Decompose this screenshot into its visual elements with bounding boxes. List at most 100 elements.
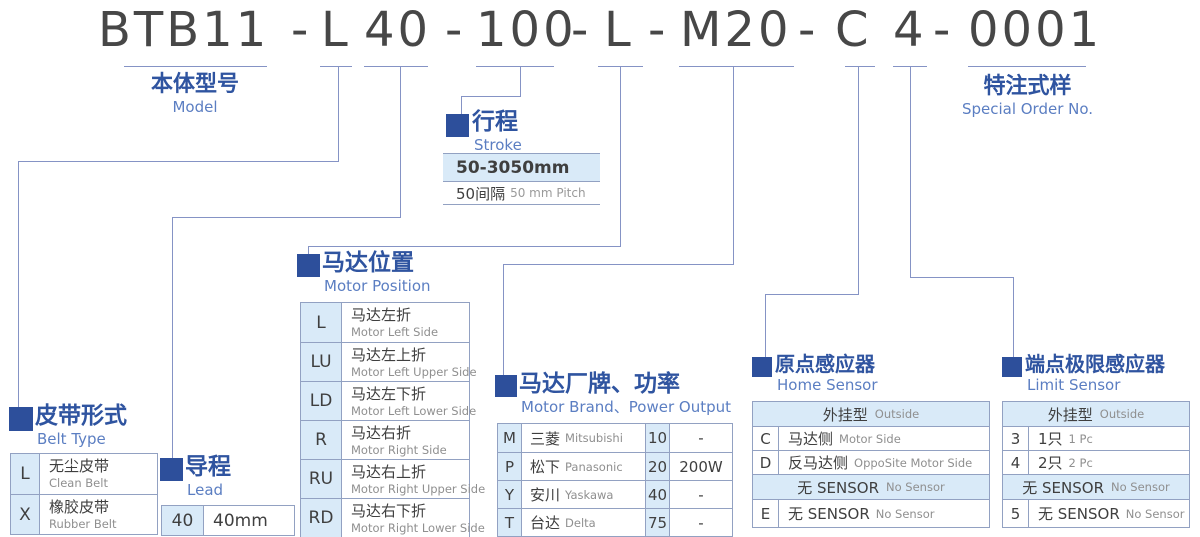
motor-position-table: L 马达左折 Motor Left Side LU 马达左上折 Motor Le… (300, 302, 485, 537)
stroke-bullet-square (446, 114, 469, 137)
row-desc: 马达左下折 Motor Left Lower Side (342, 382, 476, 420)
motor-brand-table: M 三菱 Mitsubishi 10 - P 松下 Panasonic 20 2… (497, 423, 733, 537)
stroke-section-title: 行程 Stroke (472, 109, 522, 155)
model-label-en: Model (172, 98, 218, 116)
row-code: C (753, 427, 779, 450)
row-desc-en: Motor Left Lower Side (351, 404, 477, 418)
table-group-header: 无 SENSOR No Sensor (1003, 474, 1189, 499)
row-desc-zh: 2只 (1038, 454, 1063, 472)
table-row: 5 无 SENSOR No Sensor (1003, 499, 1189, 527)
connector-motor-brand (503, 67, 734, 375)
table-row: Y 安川 Yaskawa 40 - (498, 480, 732, 508)
row-desc: 马达右上折 Motor Right Upper Side (342, 460, 485, 498)
home-sensor-table: 外挂型 Outside C 马达侧 Motor Side D 反马达侧 Oppo… (752, 401, 990, 528)
model-segment: 0001 (968, 2, 1103, 58)
home-sensor-bullet-square (752, 357, 772, 377)
row-desc-en: Motor Left Side (351, 325, 439, 339)
row-code: E (753, 500, 779, 527)
motor-brand-title-zh: 马达厂牌、功率 (519, 371, 680, 397)
row-code: RU (301, 460, 342, 498)
model-segment: - (291, 2, 312, 58)
row-watt: - (698, 429, 704, 447)
motor-position-bullet-square (297, 254, 320, 277)
model-segment: - (798, 2, 819, 58)
row-desc: 橡胶皮带 Rubber Belt (40, 495, 157, 534)
row-desc-en: 2 Pc (1068, 455, 1093, 470)
row-desc-en: Motor Right Side (351, 443, 447, 457)
model-segment: 40 (364, 2, 432, 58)
stroke-pitch-row: 50间隔 50 mm Pitch (443, 181, 600, 204)
motor-position-title-zh: 马达位置 (322, 250, 414, 276)
table-row: 40 40mm (162, 506, 294, 535)
model-segment: - (648, 2, 669, 58)
row-desc: 无 SENSOR No Sensor (1029, 500, 1189, 527)
row-brand: 三菱 Mitsubishi (522, 424, 646, 452)
motor-position-section-title: 马达位置 Motor Position (322, 250, 431, 296)
row-code: D (753, 451, 779, 474)
table-row: P 松下 Panasonic 20 200W (498, 452, 732, 480)
row-desc-zh: 马达左下折 (351, 385, 427, 403)
row-desc-en: Rubber Belt (49, 517, 117, 531)
model-segment: 100 (476, 2, 577, 58)
row-desc-zh: 马达右折 (351, 424, 412, 442)
stroke-pitch-zh: 50间隔 (456, 184, 506, 203)
belt-type-section-title: 皮带形式 Belt Type (35, 403, 127, 449)
row-desc-en: Motor Right Upper Side (351, 482, 486, 496)
row-desc-zh: 马达右下折 (351, 502, 427, 520)
row-desc-en: No Sensor (1125, 506, 1185, 521)
motor-brand-section-title: 马达厂牌、功率 Motor Brand、Power Output (519, 371, 731, 417)
table-group-header: 外挂型 Outside (753, 402, 989, 426)
brand-en: Delta (565, 515, 596, 530)
group-header-en: No Sensor (1111, 480, 1170, 494)
model-segment: - (571, 2, 592, 58)
row-power-code: 75 (646, 509, 670, 536)
row-code: 40 (162, 506, 204, 535)
home-sensor-title-en: Home Sensor (777, 376, 878, 394)
row-desc-en: 1 Pc (1068, 431, 1093, 446)
row-code: P (498, 453, 522, 480)
lead-bullet-square (160, 458, 183, 481)
lead-value: 40mm (213, 510, 268, 531)
row-desc-zh: 马达左上折 (351, 346, 427, 364)
row-desc-zh: 1只 (1038, 430, 1063, 448)
connector-home-sensor (765, 67, 859, 357)
row-brand: 台达 Delta (522, 509, 646, 536)
row-code: 5 (1003, 500, 1029, 527)
row-desc: 马达左折 Motor Left Side (342, 303, 469, 342)
table-row: RD 马达右下折 Motor Right Lower Side (301, 498, 485, 537)
connector-belt-type (18, 67, 339, 407)
brand-zh: 三菱 (530, 429, 561, 448)
row-desc-en: Motor Side (839, 431, 901, 446)
belt-type-table: L 无尘皮带 Clean Belt X 橡胶皮带 Rubber Belt (10, 453, 158, 535)
row-code: X (11, 495, 40, 534)
special-order-label-en: Special Order No. (961, 100, 1094, 118)
limit-sensor-table: 外挂型 Outside 3 1只 1 Pc 4 2只 2 Pc 无 SENSOR… (1002, 401, 1190, 528)
row-watt: - (698, 485, 704, 504)
brand-en: Panasonic (565, 459, 623, 474)
row-code: Y (498, 481, 522, 508)
group-header-en: No Sensor (886, 480, 945, 494)
row-desc: 2只 2 Pc (1029, 451, 1189, 474)
row-code: 3 (1003, 427, 1029, 450)
home-sensor-title-zh: 原点感应器 (775, 352, 875, 376)
row-watt: 200W (679, 457, 723, 476)
row-desc: 无尘皮带 Clean Belt (40, 454, 157, 494)
row-desc: 马达左上折 Motor Left Upper Side (342, 343, 477, 381)
row-code: LD (301, 382, 342, 420)
model-segment: M20 (680, 2, 792, 58)
row-desc: 无 SENSOR No Sensor (779, 500, 989, 527)
row-desc-zh: 橡胶皮带 (49, 498, 110, 516)
row-code: RD (301, 499, 342, 537)
stroke-title-en: Stroke (474, 136, 522, 154)
model-label-zh: 本体型号 (150, 72, 239, 97)
row-brand: 安川 Yaskawa (522, 481, 646, 508)
table-row: LD 马达左下折 Motor Left Lower Side (301, 381, 476, 420)
table-group-header: 外挂型 Outside (1003, 402, 1189, 426)
row-code: M (498, 424, 522, 452)
table-row: 4 2只 2 Pc (1003, 450, 1189, 474)
model-segment: C (835, 2, 872, 58)
group-header-zh: 外挂型 (1047, 405, 1093, 424)
brand-en: Mitsubishi (565, 431, 623, 445)
row-desc-en: No Sensor (875, 506, 935, 521)
